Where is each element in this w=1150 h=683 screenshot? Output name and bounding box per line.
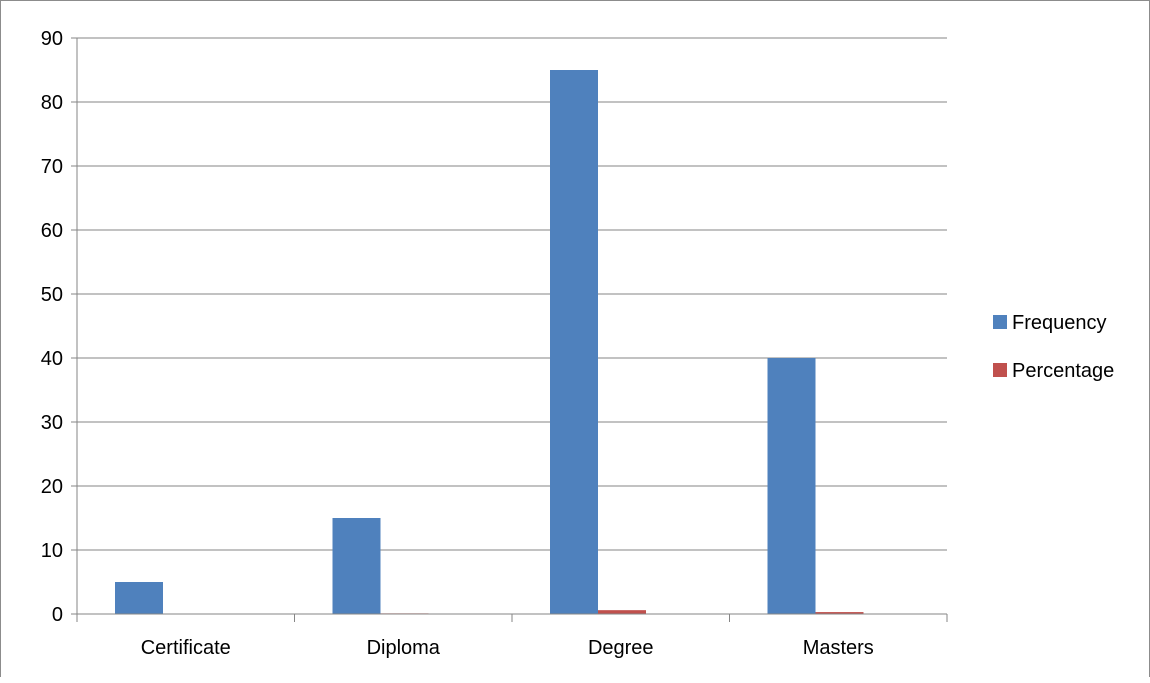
axes [71,37,948,622]
y-tick-label: 80 [41,92,63,114]
bar-frequency-diploma [332,518,381,614]
bar-frequency-masters [767,358,816,614]
grid-lines [77,37,947,551]
bar-frequency-certificate [115,582,163,614]
y-tick-label: 30 [41,412,63,434]
bar-percentage-masters [815,612,864,614]
bar-frequency-degree [550,70,598,614]
x-tick-labels: Certificate Diploma Degree Masters [141,637,874,659]
y-tick-label: 50 [41,284,63,306]
legend-label-frequency: Frequency [1012,312,1107,334]
legend: Frequency Percentage [993,312,1114,382]
x-tick-label: Certificate [141,637,231,659]
legend-swatch-frequency [993,315,1007,329]
bars [115,70,864,614]
y-tick-label: 0 [52,604,63,626]
x-tick-label: Degree [588,637,654,659]
y-tick-label: 70 [41,156,63,178]
y-tick-label: 60 [41,220,63,242]
x-tick-label: Masters [803,637,874,659]
bar-percentage-degree [598,610,646,614]
legend-label-percentage: Percentage [1012,360,1114,382]
y-tick-label: 10 [41,540,63,562]
y-tick-labels: 0 10 20 30 40 50 60 70 80 90 [41,28,63,626]
legend-swatch-percentage [993,363,1007,377]
y-tick-label: 90 [41,28,63,50]
y-tick-label: 40 [41,348,63,370]
y-tick-label: 20 [41,476,63,498]
x-tick-label: Diploma [367,637,441,659]
